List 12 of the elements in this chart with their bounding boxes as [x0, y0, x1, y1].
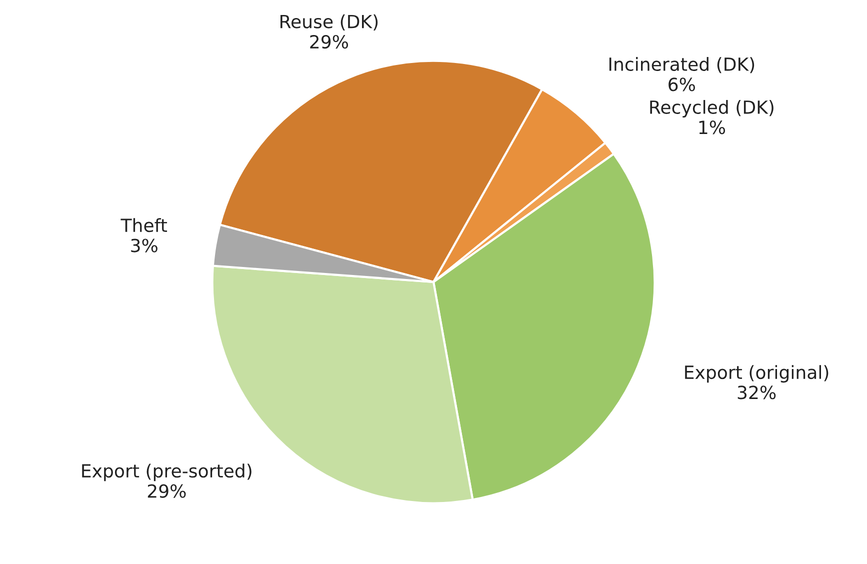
slice-label: Recycled (DK) [650, 100, 774, 118]
data-label: 29% [148, 484, 186, 498]
slice-label: Export (original) [685, 365, 828, 383]
slice-label: Export (pre-sorted) [82, 464, 252, 482]
slice-label: Theft [120, 218, 168, 232]
data-label: 29% [310, 34, 348, 49]
data-label: 1% [699, 120, 726, 134]
data-label: 3% [131, 238, 158, 252]
slice-label: Incinerated (DK) [609, 57, 754, 74]
slice-label: Reuse (DK) [280, 14, 378, 31]
data-label: 32% [738, 386, 776, 400]
data-label: 6% [668, 78, 695, 92]
